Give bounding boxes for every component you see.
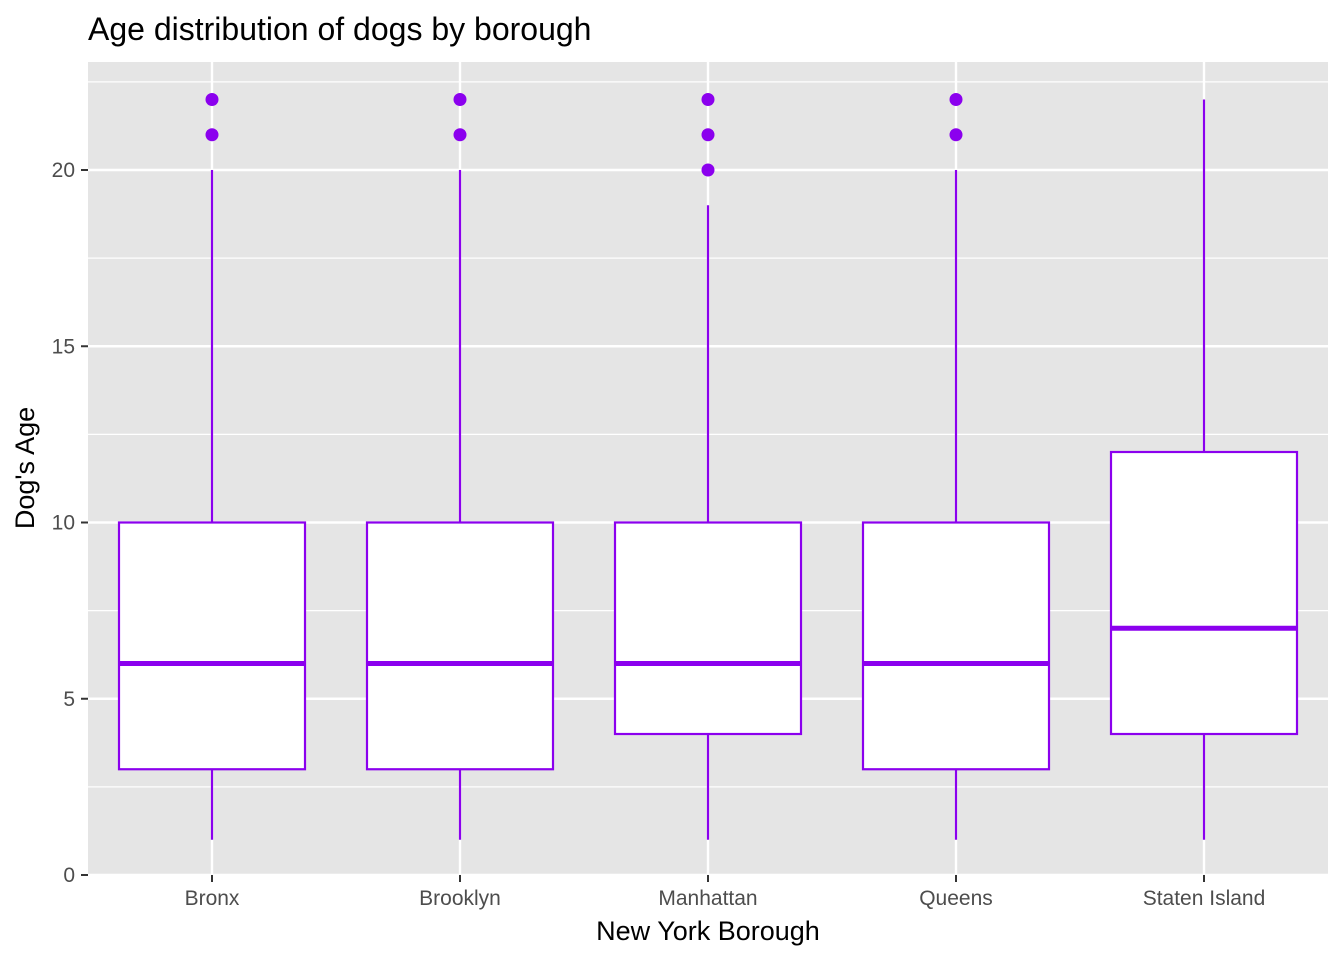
box-staten-island [1109,99,1299,840]
y-tick-label: 0 [63,864,75,887]
outlier-point [453,128,467,142]
x-tick-label: Brooklyn [419,887,501,910]
outlier-point [453,93,467,106]
box-brooklyn [365,93,555,840]
x-tick-label: Queens [919,887,993,910]
box-queens [861,93,1051,840]
outlier-point [949,128,963,142]
box-manhattan [613,93,803,840]
y-axis-title: Dog's Age [10,407,40,529]
x-axis: Bronx Brooklyn Manhattan Queens Staten Islan… [185,875,1266,910]
y-tick-label: 15 [52,335,75,358]
x-tick-label: Bronx [185,887,240,910]
x-tick-label: Staten Island [1143,887,1266,910]
boxes-layer [117,93,1299,840]
iqr-box [861,521,1051,771]
iqr-box [613,521,803,736]
y-tick-label: 20 [52,159,75,182]
y-tick-label: 5 [63,688,75,711]
iqr-box [1109,450,1299,736]
chart-title: Age distribution of dogs by borough [88,11,591,47]
outlier-point [205,128,219,142]
outlier-point [701,93,715,106]
outlier-point [701,163,715,177]
x-axis-title: New York Borough [596,916,820,946]
outlier-point [205,93,219,106]
outlier-point [949,93,963,106]
outlier-point [701,128,715,142]
iqr-box [117,521,307,771]
iqr-box [365,521,555,771]
x-tick-label: Manhattan [658,887,757,910]
y-axis: 0 5 10 15 20 [52,159,88,887]
box-bronx [117,93,307,840]
y-tick-label: 10 [52,512,75,535]
